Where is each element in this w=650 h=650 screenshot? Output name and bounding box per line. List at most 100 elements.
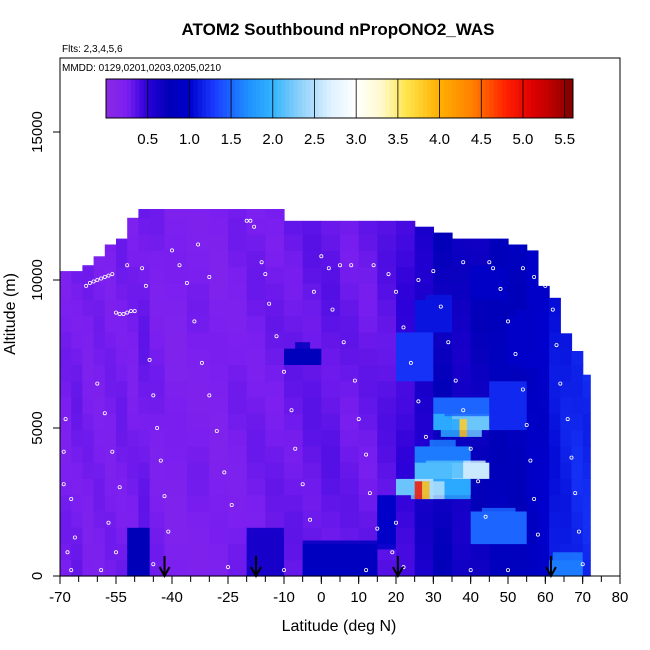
heatmap-cell bbox=[164, 266, 188, 284]
heatmap-cell bbox=[265, 234, 285, 251]
heatmap-cell bbox=[127, 413, 139, 431]
x-tick-label: 20 bbox=[388, 589, 405, 606]
heatmap-cell bbox=[340, 331, 360, 349]
heatmap-cell bbox=[321, 494, 341, 512]
heatmap-cell bbox=[508, 445, 528, 463]
heatmap-cell bbox=[396, 445, 416, 463]
observation-point bbox=[84, 283, 89, 288]
observation-point bbox=[505, 568, 510, 573]
observation-point bbox=[222, 470, 227, 475]
heatmap-cell bbox=[149, 250, 166, 268]
heatmap-anomaly-cell bbox=[459, 419, 467, 437]
heatmap-cell bbox=[82, 413, 95, 431]
x-tick-label: -25 bbox=[217, 589, 239, 606]
colorbar-swatch bbox=[406, 79, 411, 118]
heatmap-cell bbox=[302, 396, 322, 414]
heatmap-cell bbox=[116, 510, 128, 528]
heatmap-cell bbox=[164, 234, 188, 251]
heatmap-cell bbox=[526, 445, 539, 463]
heatmap-cell bbox=[104, 445, 117, 463]
heatmap-cell bbox=[164, 299, 188, 317]
observation-point bbox=[468, 446, 473, 451]
heatmap-cell bbox=[82, 559, 95, 577]
heatmap-cell bbox=[265, 217, 285, 235]
observation-point bbox=[311, 289, 316, 294]
colorbar-tick-label: 1.5 bbox=[221, 131, 242, 148]
observation-points bbox=[61, 218, 585, 573]
heatmap-cell bbox=[549, 299, 561, 317]
heatmap-cell bbox=[138, 429, 151, 447]
colorbar-swatch bbox=[331, 79, 336, 118]
observation-point bbox=[367, 491, 372, 496]
heatmap-cell bbox=[433, 348, 453, 365]
heatmap-cell bbox=[489, 429, 509, 447]
heatmap-cell bbox=[537, 527, 550, 545]
observation-point bbox=[573, 491, 578, 496]
heatmap-cell bbox=[149, 396, 166, 414]
heatmap-cell bbox=[396, 380, 416, 398]
heatmap-cell bbox=[127, 429, 139, 447]
observation-point bbox=[386, 272, 391, 277]
colorbar: 0.5 1.0 1.5 2.0 2.5 3.0 3.5 4.0 4.5 5.0 5.5 bbox=[105, 78, 575, 148]
heatmap-cell bbox=[489, 462, 509, 479]
heatmap-cell bbox=[246, 283, 266, 300]
colorbar-swatch bbox=[389, 79, 395, 118]
heatmap-cell bbox=[470, 238, 490, 251]
heatmap-cell bbox=[452, 315, 472, 333]
colorbar-swatch bbox=[272, 79, 278, 118]
heatmap-cell bbox=[526, 283, 539, 300]
heatmap-cell bbox=[138, 217, 151, 235]
heatmap-cell bbox=[452, 364, 472, 382]
heatmap-cell bbox=[209, 217, 229, 235]
heatmap-cell bbox=[209, 250, 229, 268]
heatmap-cell bbox=[433, 331, 453, 349]
heatmap-cell bbox=[452, 559, 472, 577]
heatmap-cell bbox=[526, 266, 539, 284]
heatmap-cell bbox=[60, 380, 72, 398]
heatmap-cell bbox=[284, 445, 304, 463]
colorbar-swatch bbox=[356, 79, 361, 118]
heatmap-cell bbox=[104, 559, 117, 577]
plot-frame bbox=[59, 57, 621, 577]
heatmap-cell bbox=[284, 510, 304, 528]
heatmap-cell bbox=[321, 331, 341, 349]
heatmap-cell bbox=[104, 299, 117, 317]
colorbar-swatch bbox=[431, 79, 436, 118]
heatmap-cell bbox=[116, 494, 128, 512]
colorbar-swatch bbox=[410, 79, 416, 118]
heatmap-cell bbox=[560, 445, 573, 463]
heatmap-cell bbox=[537, 331, 550, 349]
heatmap-cell bbox=[508, 429, 528, 447]
heatmap-cell bbox=[537, 348, 550, 365]
heatmap-cell bbox=[138, 364, 151, 382]
heatmap-cell bbox=[246, 396, 266, 414]
heatmap-cell bbox=[164, 331, 188, 349]
colorbar-swatch bbox=[439, 79, 445, 118]
colorbar-swatch bbox=[293, 79, 299, 118]
heatmap-cell bbox=[228, 478, 248, 496]
heatmap-cell bbox=[71, 331, 83, 349]
heatmap-cell bbox=[452, 238, 472, 251]
heatmap-cell bbox=[489, 315, 509, 333]
heatmap-cell bbox=[489, 559, 509, 577]
heatmap-cell bbox=[127, 396, 139, 414]
heatmap-cell bbox=[138, 331, 151, 349]
heatmap-cell bbox=[138, 380, 151, 398]
observation-point bbox=[524, 422, 529, 427]
heatmap-cell bbox=[149, 527, 166, 545]
colorbar-swatch bbox=[297, 79, 303, 118]
observation-point bbox=[569, 455, 574, 460]
observation-point bbox=[281, 369, 286, 374]
heatmap-cell bbox=[149, 217, 166, 235]
heatmap-cell bbox=[508, 244, 528, 251]
colorbar-tick-label: 5.5 bbox=[554, 131, 575, 148]
heatmap-cell bbox=[60, 271, 72, 284]
heatmap-cell bbox=[116, 429, 128, 447]
heatmap-cell bbox=[433, 250, 453, 268]
heatmap-cell bbox=[265, 494, 285, 512]
observation-point bbox=[229, 502, 234, 507]
heatmap-cell bbox=[537, 543, 550, 561]
heatmap-cell bbox=[414, 234, 434, 251]
colorbar-swatch bbox=[285, 79, 290, 118]
heatmap-cell bbox=[452, 250, 472, 268]
